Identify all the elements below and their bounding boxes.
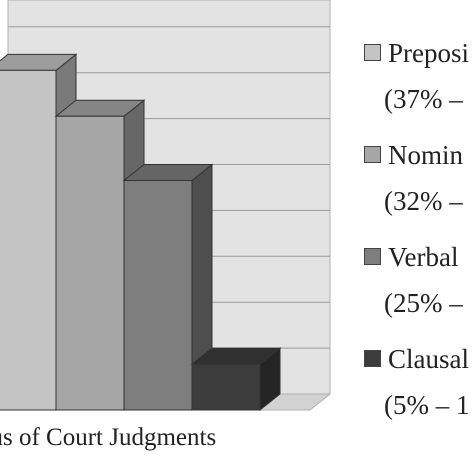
- legend-item-clausal: Clausal (5% – 1: [362, 342, 474, 444]
- bar-clausal: [190, 347, 282, 412]
- legend-item-nominal: Nomin (32% –: [362, 138, 474, 240]
- legend-item-prepositional: Preposi (37% –: [362, 36, 474, 138]
- legend-percentage: (32% –: [384, 186, 463, 216]
- bar-front: [123, 180, 193, 411]
- legend-label: Clausal: [388, 344, 469, 374]
- legend-swatch: [364, 146, 381, 163]
- legend-percentage: (5% – 1: [384, 390, 470, 420]
- legend-swatch: [364, 248, 381, 265]
- legend-swatch: [364, 350, 381, 367]
- legend-percentage: (37% –: [384, 84, 463, 114]
- legend-label: Verbal: [388, 242, 459, 272]
- bar-front: [191, 363, 261, 411]
- bar-verbal: [122, 163, 214, 412]
- chart-legend: Preposi (37% – Nomin (32% – Verbal (25% …: [362, 36, 474, 444]
- legend-label: Preposi: [388, 38, 469, 68]
- bar-front: [0, 69, 57, 411]
- x-axis-label: ous of Court Judgments: [0, 424, 217, 451]
- bar-front: [55, 115, 125, 411]
- legend-percentage: (25% –: [384, 288, 463, 318]
- legend-label: Nomin: [388, 140, 464, 170]
- legend-swatch: [364, 44, 381, 61]
- legend-item-verbal: Verbal (25% –: [362, 240, 474, 342]
